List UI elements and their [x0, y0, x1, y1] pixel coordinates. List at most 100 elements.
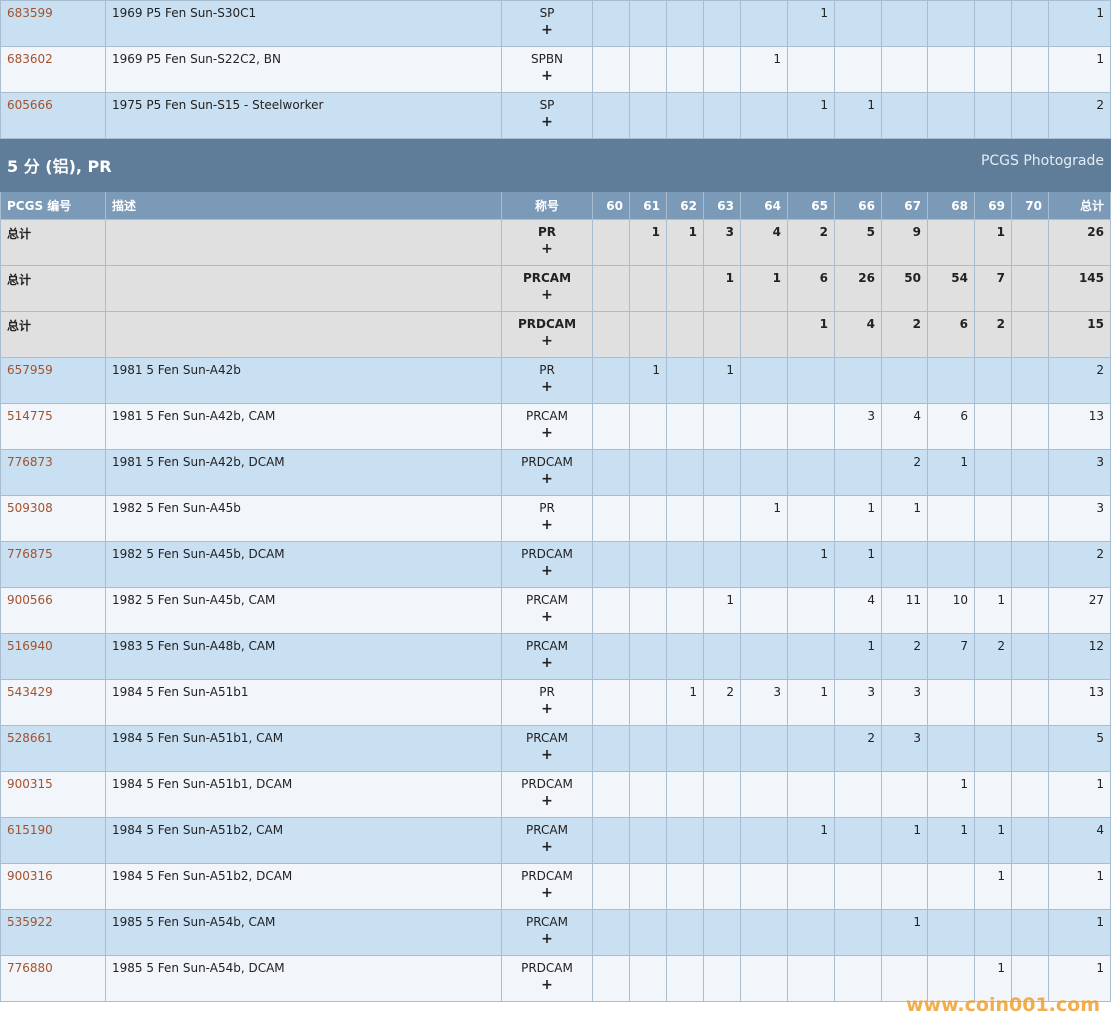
pcgs-number[interactable]: 543429 — [7, 685, 53, 699]
designation: PRDCAM — [521, 455, 573, 469]
designation-cell: PR + — [501, 679, 593, 726]
pcgs-number[interactable]: 509308 — [7, 501, 53, 515]
grade-cell — [974, 92, 1012, 139]
expand-button[interactable]: + — [541, 114, 553, 130]
grade-cell: 1 — [629, 357, 667, 404]
total-count: 145 — [1078, 271, 1104, 285]
pcgs-number[interactable]: 657959 — [7, 363, 53, 377]
column-header: 61 — [629, 191, 667, 220]
pcgs-number[interactable]: 516940 — [7, 639, 53, 653]
grade-cell: 3 — [834, 679, 882, 726]
grade-cell — [666, 449, 704, 496]
total-cell: 12 — [1048, 633, 1111, 680]
description: 1985 5 Fen Sun-A54b, CAM — [112, 915, 276, 929]
column-header-row: PCGS 编号 描述 称号 60 61 62 63 64 65 66 67 68 69 70 总计 — [0, 191, 1111, 220]
expand-button[interactable]: + — [541, 793, 553, 809]
grade-cell — [629, 265, 667, 312]
id-cell: 683599 — [0, 0, 106, 47]
grade-cell — [740, 403, 788, 450]
id-cell: 总计 — [0, 311, 106, 358]
id-cell: 776880 — [0, 955, 106, 1002]
expand-button[interactable]: + — [541, 241, 553, 257]
pcgs-number[interactable]: 514775 — [7, 409, 53, 423]
coin-row: 900316 1984 5 Fen Sun-A51b2, DCAM PRDCAM +1… — [0, 863, 1111, 910]
grade-count: 2 — [997, 639, 1005, 653]
pcgs-number[interactable]: 535922 — [7, 915, 53, 929]
grade-count: 1 — [651, 225, 660, 239]
designation-cell: PRCAM + — [501, 633, 593, 680]
grade-cell — [666, 311, 704, 358]
grade-count: 1 — [819, 317, 828, 331]
section-title-cell: PCGS Photograde 5 分 (铝), PR — [0, 138, 1111, 192]
grade-cell — [974, 46, 1012, 93]
grade-cell — [592, 679, 630, 726]
total-cell: 1 — [1048, 863, 1111, 910]
description: 1984 5 Fen Sun-A51b1, CAM — [112, 731, 284, 745]
designation-cell: PRDCAM + — [501, 771, 593, 818]
watermark: www.coin001.com — [905, 994, 1100, 1016]
expand-button[interactable]: + — [541, 655, 553, 671]
pcgs-number[interactable]: 776875 — [7, 547, 53, 561]
grade-cell — [974, 725, 1012, 772]
grade-cell: 1 — [834, 541, 882, 588]
expand-button[interactable]: + — [541, 563, 553, 579]
expand-button[interactable]: + — [541, 747, 553, 763]
description: 1984 5 Fen Sun-A51b1 — [112, 685, 249, 699]
grade-count: 1 — [867, 639, 875, 653]
photograde-link[interactable]: PCGS Photograde — [980, 153, 1104, 169]
expand-button[interactable]: + — [541, 609, 553, 625]
expand-button[interactable]: + — [541, 471, 553, 487]
expand-button[interactable]: + — [541, 839, 553, 855]
grade-count: 1 — [688, 225, 697, 239]
designation-cell: PRCAM + — [501, 909, 593, 956]
expand-button[interactable]: + — [541, 333, 553, 349]
id-cell: 543429 — [0, 679, 106, 726]
id-cell: 683602 — [0, 46, 106, 93]
expand-button[interactable]: + — [541, 68, 553, 84]
grade-cell — [592, 357, 630, 404]
pcgs-number[interactable]: 900315 — [7, 777, 53, 791]
pcgs-number[interactable]: 528661 — [7, 731, 53, 745]
grade-cell: 1 — [834, 633, 882, 680]
grade-cell — [703, 311, 741, 358]
total-count: 2 — [1096, 98, 1104, 112]
expand-button[interactable]: + — [541, 977, 553, 993]
description: 1984 5 Fen Sun-A51b1, DCAM — [112, 777, 293, 791]
grade-cell: 11 — [881, 587, 928, 634]
pcgs-number[interactable]: 900566 — [7, 593, 53, 607]
expand-button[interactable]: + — [541, 931, 553, 947]
expand-button[interactable]: + — [541, 287, 553, 303]
grade-cell — [740, 449, 788, 496]
expand-button[interactable]: + — [541, 701, 553, 717]
description: 1981 5 Fen Sun-A42b, CAM — [112, 409, 276, 423]
grade-count: 1 — [820, 6, 828, 20]
grade-cell — [927, 955, 975, 1002]
grade-cell — [629, 587, 667, 634]
grade-cell — [629, 863, 667, 910]
grade-cell — [974, 909, 1012, 956]
grade-cell — [1011, 46, 1049, 93]
grade-cell — [629, 0, 667, 47]
expand-button[interactable]: + — [541, 517, 553, 533]
pcgs-number[interactable]: 683599 — [7, 6, 53, 20]
grade-cell — [740, 909, 788, 956]
grade-cell — [703, 909, 741, 956]
expand-button[interactable]: + — [541, 885, 553, 901]
grade-cell — [1011, 633, 1049, 680]
pcgs-number[interactable]: 615190 — [7, 823, 53, 837]
pcgs-number[interactable]: 776873 — [7, 455, 53, 469]
description-cell: 1981 5 Fen Sun-A42b, CAM — [105, 403, 502, 450]
expand-button[interactable]: + — [541, 425, 553, 441]
pcgs-number[interactable]: 683602 — [7, 52, 53, 66]
pcgs-number[interactable]: 776880 — [7, 961, 53, 975]
expand-button[interactable]: + — [541, 22, 553, 38]
grade-cell — [629, 92, 667, 139]
pcgs-number[interactable]: 900316 — [7, 869, 53, 883]
pcgs-number[interactable]: 605666 — [7, 98, 53, 112]
designation-cell: PRDCAM + — [501, 863, 593, 910]
grade-cell — [592, 449, 630, 496]
expand-button[interactable]: + — [541, 379, 553, 395]
grade-count: 1 — [867, 547, 875, 561]
total-count: 15 — [1087, 317, 1104, 331]
designation: PRDCAM — [517, 317, 577, 331]
